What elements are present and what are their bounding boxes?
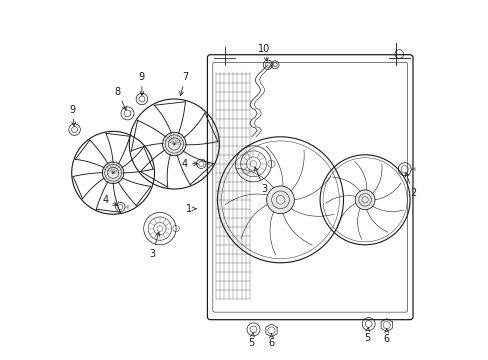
Text: 4: 4 <box>182 159 197 169</box>
Text: 5: 5 <box>363 328 369 343</box>
Text: 6: 6 <box>268 333 274 348</box>
Text: 4: 4 <box>102 195 117 205</box>
Text: 6: 6 <box>383 329 389 344</box>
Circle shape <box>163 132 185 156</box>
Circle shape <box>354 190 374 210</box>
Text: 3: 3 <box>254 167 267 194</box>
Text: 5: 5 <box>248 333 254 348</box>
Text: 8: 8 <box>115 87 126 110</box>
Text: 9: 9 <box>69 105 76 126</box>
Text: 1: 1 <box>185 204 196 214</box>
Text: 2: 2 <box>405 173 415 198</box>
Circle shape <box>102 162 123 184</box>
Text: 9: 9 <box>139 72 144 95</box>
Circle shape <box>266 186 294 214</box>
Text: 7: 7 <box>179 72 188 95</box>
Text: 3: 3 <box>149 232 160 259</box>
Text: 10: 10 <box>258 44 270 61</box>
